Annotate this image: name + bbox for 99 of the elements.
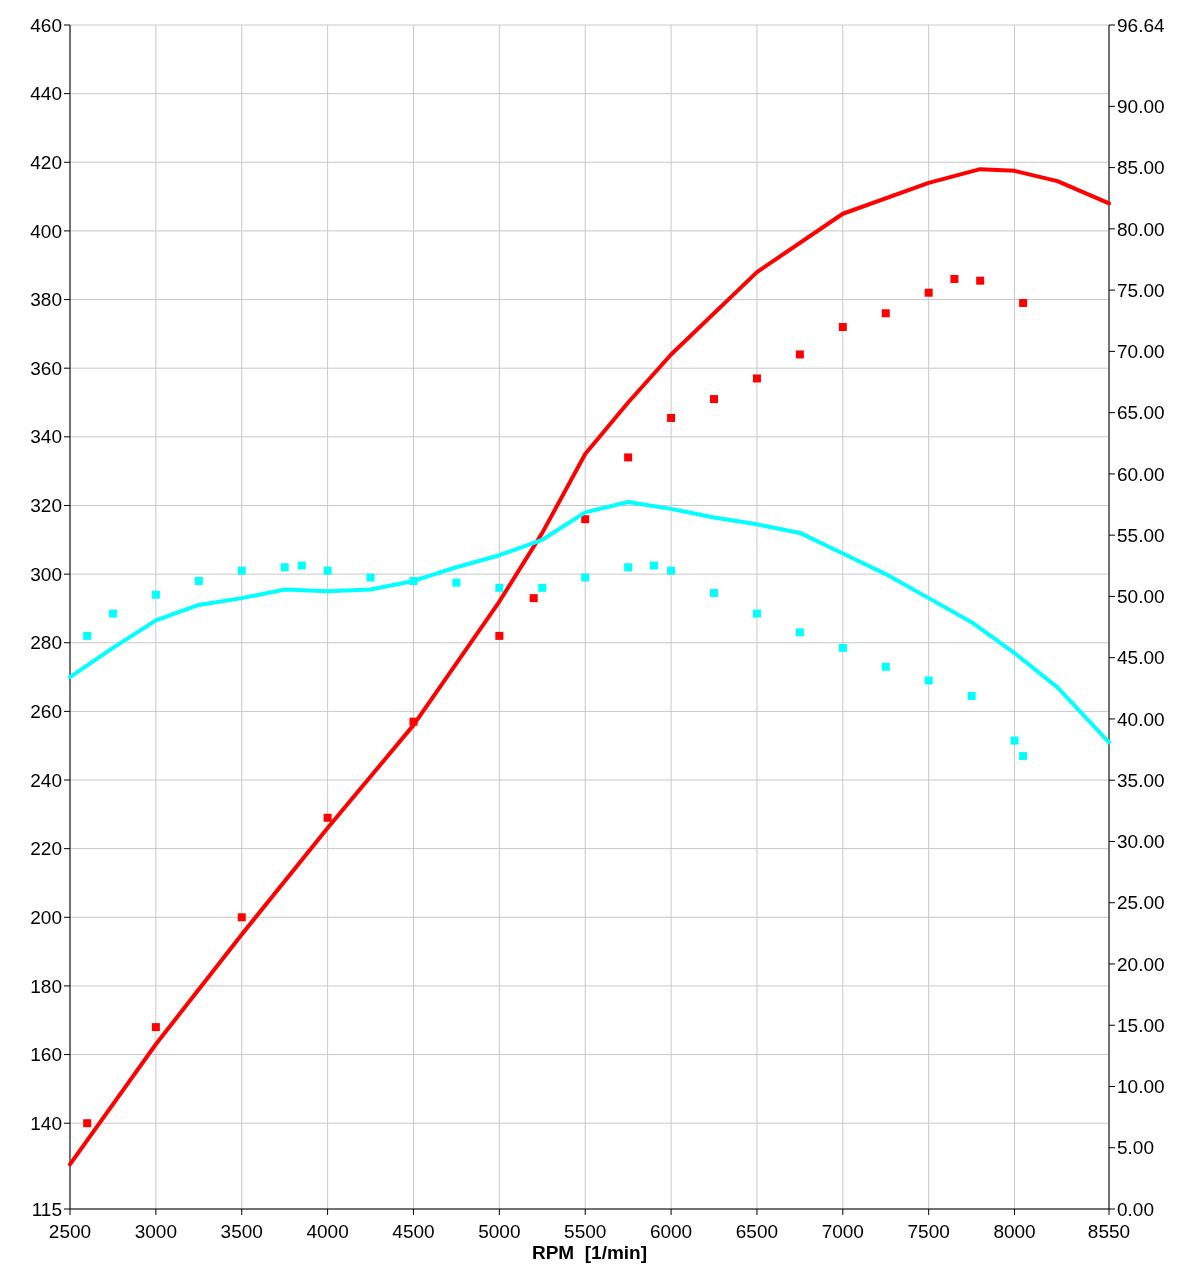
- y-tick-label: 320: [30, 495, 62, 517]
- point: [752, 609, 761, 618]
- x-tick-label: 2500: [48, 1220, 92, 1242]
- x-tick-label: 8550: [1087, 1220, 1131, 1242]
- point: [409, 717, 418, 726]
- line-series: [68, 500, 1111, 745]
- y-tick-label: 400: [30, 220, 62, 242]
- point: [752, 374, 761, 383]
- point: [1019, 751, 1028, 760]
- y-tick-label: 260: [30, 701, 62, 723]
- y2-tick-label: 25.00: [1117, 892, 1165, 914]
- y-tick-label: 340: [30, 426, 62, 448]
- point: [323, 566, 332, 575]
- point: [495, 583, 504, 592]
- point: [976, 276, 985, 285]
- point: [83, 1119, 92, 1128]
- point: [710, 395, 719, 404]
- x-tick-label: 6000: [649, 1220, 693, 1242]
- point: [581, 515, 590, 524]
- point: [1019, 298, 1028, 307]
- y2-tick-label: 55.00: [1117, 524, 1165, 546]
- y2-tick-label: 75.00: [1117, 279, 1165, 301]
- x-tick-label: 5000: [478, 1220, 521, 1242]
- y2-tick-label: 15.00: [1117, 1014, 1165, 1036]
- point: [924, 676, 933, 685]
- x-tick-label: 3000: [134, 1220, 178, 1242]
- y-tick-label: 420: [30, 151, 62, 173]
- point: [1010, 736, 1019, 745]
- y2-tick-label: 40.00: [1117, 708, 1165, 730]
- y2-tick-label: 10.00: [1117, 1076, 1165, 1098]
- x-tick-label: 7500: [907, 1220, 950, 1242]
- y-tick-label: 160: [30, 1044, 62, 1066]
- y-tick-label: 440: [30, 83, 62, 105]
- point: [83, 631, 92, 640]
- point: [667, 566, 676, 575]
- y2-tick-label: 0.00: [1117, 1198, 1154, 1220]
- point: [950, 274, 959, 283]
- x-axis-title: RPM [1/min]: [531, 1242, 648, 1263]
- point: [151, 1023, 160, 1032]
- point: [108, 609, 117, 618]
- x-tick-label: 5500: [564, 1220, 607, 1242]
- point: [667, 413, 676, 422]
- point: [194, 576, 203, 585]
- y2-tick-label: 90.00: [1117, 96, 1165, 117]
- y-tick-label: 380: [30, 289, 62, 311]
- y-tick-label: 280: [30, 632, 62, 654]
- y-tick-label: 460: [30, 14, 62, 36]
- point: [237, 566, 246, 575]
- y-tick-label: 180: [30, 975, 62, 997]
- point: [323, 813, 332, 822]
- y2-tick-label: 85.00: [1117, 157, 1165, 179]
- point: [795, 350, 804, 359]
- x-tick-label: 4500: [392, 1220, 435, 1242]
- point: [881, 309, 890, 318]
- point: [409, 576, 418, 585]
- point: [452, 578, 461, 587]
- y-tick-label: 115: [31, 1198, 62, 1220]
- y2-tick-label: 30.00: [1117, 831, 1165, 853]
- point: [710, 588, 719, 597]
- y2-tick-label: 45.00: [1117, 647, 1165, 669]
- point: [838, 323, 847, 332]
- point: [967, 691, 976, 700]
- point: [151, 590, 160, 599]
- y2-tick-label: 65.00: [1117, 402, 1165, 424]
- point: [538, 583, 547, 592]
- y-tick-label: 220: [30, 838, 62, 860]
- y2-tick-label: 70.00: [1117, 341, 1165, 363]
- y-tick-label: 140: [30, 1112, 62, 1134]
- point: [881, 662, 890, 671]
- y2-tick-label: 60.00: [1117, 463, 1165, 485]
- y2-tick-label: 50.00: [1117, 586, 1165, 608]
- y-tick-label: 360: [30, 357, 62, 379]
- y2-tick-label: 35.00: [1117, 769, 1165, 791]
- y-tick-label: 300: [30, 563, 62, 585]
- point: [529, 594, 538, 603]
- point: [237, 913, 246, 922]
- x-tick-label: 7000: [821, 1220, 864, 1242]
- point: [495, 631, 504, 640]
- point: [795, 628, 804, 637]
- point: [924, 288, 933, 297]
- point: [366, 573, 375, 582]
- y2-tick-label: 80.00: [1117, 218, 1165, 240]
- point: [624, 563, 633, 572]
- line-series: [68, 167, 1111, 1167]
- y-tick-label: 240: [30, 769, 62, 791]
- point: [581, 573, 590, 582]
- point: [297, 561, 306, 570]
- point: [649, 561, 658, 570]
- y-tick-label: 200: [30, 906, 62, 928]
- y2-tick-label: 96.64: [1117, 14, 1165, 36]
- y2-tick-label: 20.00: [1117, 953, 1165, 975]
- point: [280, 563, 289, 572]
- y2-tick-label: 5.00: [1117, 1137, 1154, 1159]
- x-tick-label: 4000: [306, 1220, 349, 1242]
- x-tick-label: 6500: [735, 1220, 779, 1242]
- point: [838, 643, 847, 652]
- x-tick-label: 8000: [993, 1220, 1036, 1242]
- x-tick-label: 3500: [220, 1220, 263, 1242]
- point: [624, 453, 633, 462]
